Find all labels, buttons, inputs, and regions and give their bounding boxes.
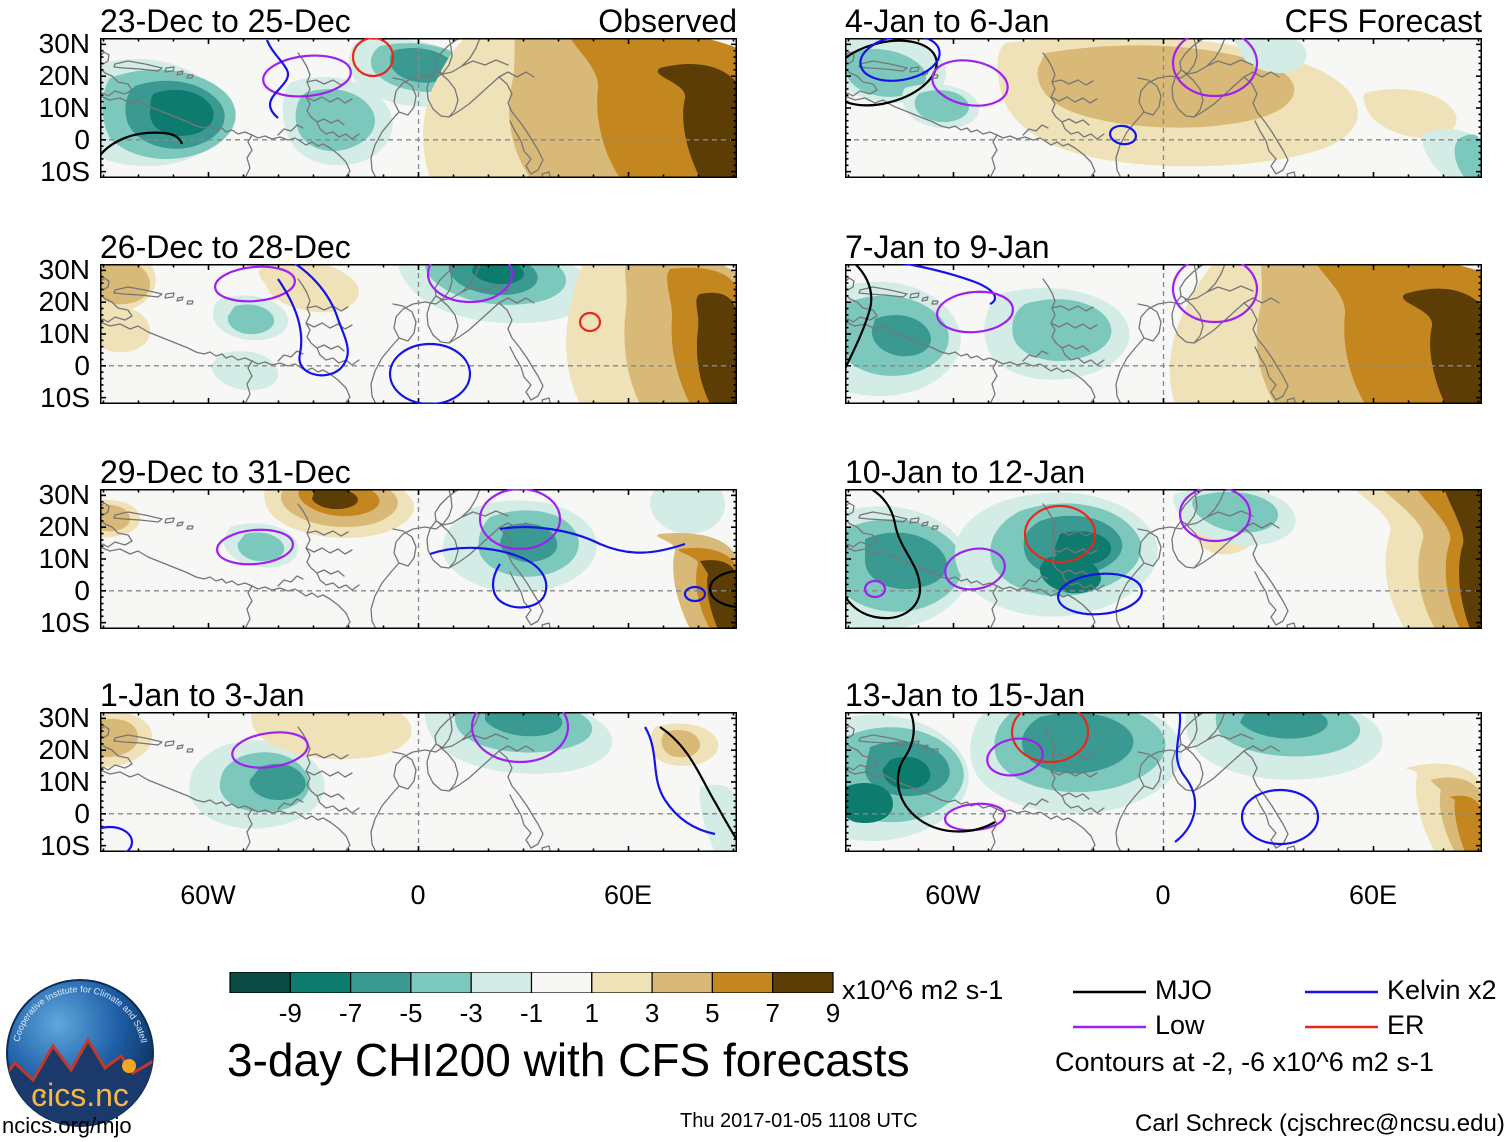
svg-text:cics.nc: cics.nc [31,1077,129,1113]
